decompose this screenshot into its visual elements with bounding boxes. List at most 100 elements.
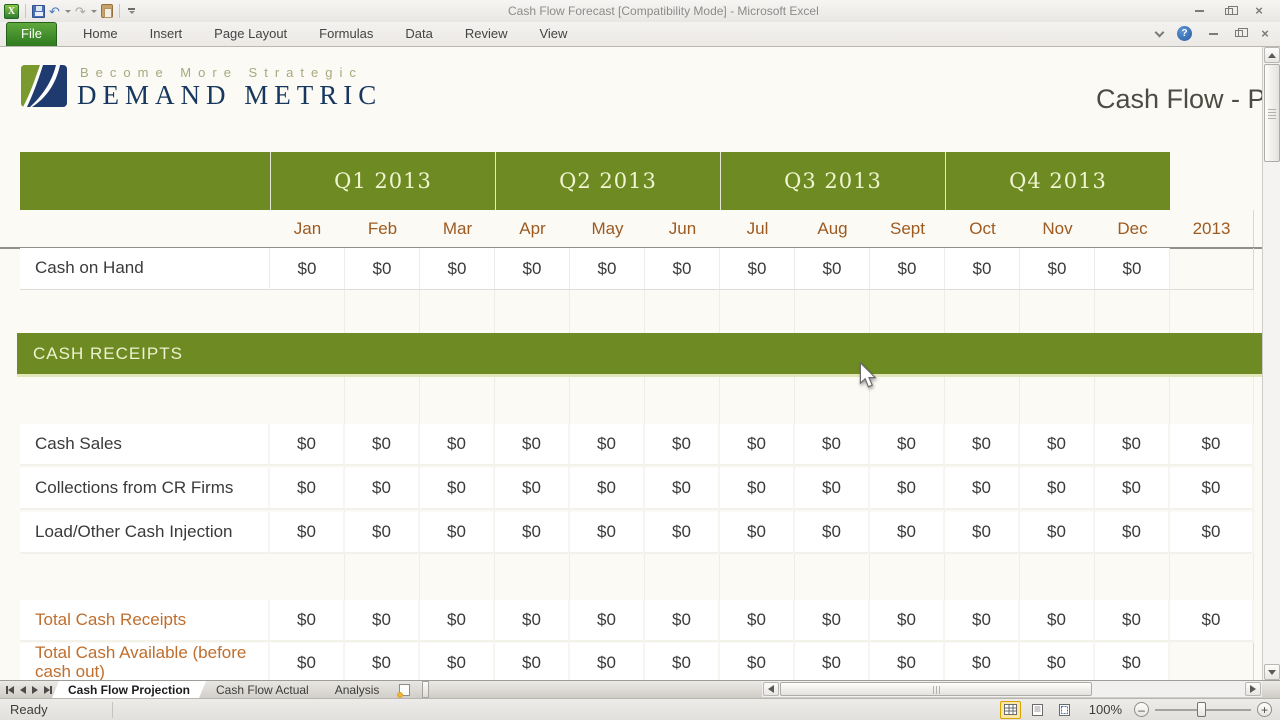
paste-icon[interactable] [100, 4, 113, 18]
normal-view-icon[interactable] [999, 700, 1021, 719]
sheet-tab-cash-flow-actual[interactable]: Cash Flow Actual [200, 681, 325, 698]
ribbon-tab-home[interactable]: Home [82, 26, 118, 41]
sheet-tab-analysis[interactable]: Analysis [319, 681, 396, 698]
scroll-right-icon[interactable] [1245, 682, 1261, 696]
tab-split-handle[interactable] [422, 681, 430, 698]
page-layout-view-icon[interactable] [1027, 701, 1048, 719]
value-cell[interactable]: $0 [645, 643, 720, 680]
annual-value-cell[interactable]: $0 [1170, 424, 1254, 466]
value-cell[interactable]: $0 [1020, 468, 1095, 510]
value-cell[interactable]: $0 [870, 468, 945, 510]
customize-qat-icon[interactable] [127, 8, 135, 14]
value-cell[interactable]: $0 [645, 512, 720, 554]
value-cell[interactable]: $0 [420, 424, 495, 466]
month-header-cell[interactable]: Apr [519, 218, 546, 238]
annual-value-cell[interactable]: $0 [1170, 468, 1254, 510]
month-header-cell[interactable]: Oct [969, 218, 996, 238]
annual-value-cell[interactable]: $0 [1170, 512, 1254, 554]
value-cell[interactable]: $0 [945, 248, 1020, 290]
month-spacer-cell[interactable] [20, 210, 270, 247]
value-cell[interactable]: $0 [1095, 600, 1170, 642]
scroll-down-icon[interactable] [1264, 664, 1280, 680]
month-header-cell[interactable]: Mar [442, 218, 473, 238]
row-label-cell[interactable]: Cash Sales [20, 424, 270, 466]
value-cell[interactable]: $0 [420, 512, 495, 554]
value-cell[interactable]: $0 [1020, 512, 1095, 554]
last-sheet-icon[interactable] [44, 685, 52, 694]
value-cell[interactable]: $0 [345, 512, 420, 554]
value-cell[interactable]: $0 [495, 643, 570, 680]
insert-worksheet-icon[interactable] [399, 684, 410, 696]
next-sheet-icon[interactable] [32, 685, 38, 694]
value-cell[interactable]: $0 [570, 424, 645, 466]
value-cell[interactable]: $0 [270, 512, 345, 554]
value-cell[interactable]: $0 [870, 600, 945, 642]
value-cell[interactable]: $0 [645, 600, 720, 642]
quarter-spacer-cell[interactable] [20, 152, 270, 210]
annual-value-cell[interactable] [1170, 643, 1254, 680]
value-cell[interactable]: $0 [1095, 424, 1170, 466]
value-cell[interactable]: $0 [345, 643, 420, 680]
redo-dropdown-icon[interactable] [90, 9, 97, 13]
value-cell[interactable]: $0 [570, 643, 645, 680]
value-cell[interactable]: $0 [495, 468, 570, 510]
value-cell[interactable]: $0 [720, 512, 795, 554]
value-cell[interactable]: $0 [720, 424, 795, 466]
first-sheet-icon[interactable] [6, 685, 14, 694]
zoom-in-icon[interactable]: + [1257, 702, 1272, 717]
ribbon-tab-insert[interactable]: Insert [149, 26, 183, 41]
month-header-cell[interactable]: Jan [293, 218, 322, 238]
value-cell[interactable]: $0 [870, 424, 945, 466]
value-cell[interactable]: $0 [720, 643, 795, 680]
value-cell[interactable]: $0 [570, 248, 645, 290]
value-cell[interactable]: $0 [870, 643, 945, 680]
quarter-header-cell[interactable]: Q2 2013 [495, 152, 720, 210]
ribbon-tab-review[interactable]: Review [464, 26, 508, 41]
undo-icon[interactable]: ↶ [49, 3, 60, 19]
horizontal-scrollbar[interactable] [762, 681, 1262, 697]
value-cell[interactable]: $0 [870, 248, 945, 290]
value-cell[interactable]: $0 [795, 248, 870, 290]
value-cell[interactable]: $0 [945, 643, 1020, 680]
row-label-cell[interactable]: Collections from CR Firms [20, 468, 270, 510]
vertical-scrollbar[interactable] [1262, 47, 1280, 680]
scroll-left-icon[interactable] [763, 682, 779, 696]
value-cell[interactable]: $0 [270, 424, 345, 466]
value-cell[interactable]: $0 [645, 248, 720, 290]
value-cell[interactable]: $0 [795, 643, 870, 680]
value-cell[interactable]: $0 [795, 600, 870, 642]
month-header-cell[interactable]: Jun [668, 218, 697, 238]
quarter-header-cell[interactable]: Q3 2013 [720, 152, 945, 210]
sheet-tab-cash-flow-projection[interactable]: Cash Flow Projection [52, 681, 206, 698]
value-cell[interactable]: $0 [495, 424, 570, 466]
value-cell[interactable]: $0 [1020, 248, 1095, 290]
undo-dropdown-icon[interactable] [64, 9, 71, 13]
annual-value-cell[interactable] [1170, 248, 1254, 290]
month-header-cell[interactable]: Jul [746, 218, 769, 238]
value-cell[interactable]: $0 [1095, 248, 1170, 290]
row-label-cell[interactable]: Cash on Hand [20, 248, 270, 290]
excel-icon[interactable]: X [4, 3, 19, 19]
row-label-cell[interactable]: Total Cash Available (before cash out) [20, 643, 270, 680]
value-cell[interactable]: $0 [420, 248, 495, 290]
value-cell[interactable]: $0 [720, 468, 795, 510]
month-header-cell[interactable]: Feb [367, 218, 398, 238]
value-cell[interactable]: $0 [1095, 468, 1170, 510]
zoom-slider[interactable] [1155, 702, 1251, 717]
save-icon[interactable] [32, 4, 45, 18]
vertical-scrollbar-thumb[interactable] [1264, 64, 1280, 162]
value-cell[interactable]: $0 [495, 512, 570, 554]
value-cell[interactable]: $0 [720, 600, 795, 642]
value-cell[interactable]: $0 [420, 643, 495, 680]
annual-header-cell[interactable]: 2013 [1170, 210, 1254, 247]
horizontal-scrollbar-thumb[interactable] [780, 682, 1092, 696]
value-cell[interactable]: $0 [795, 512, 870, 554]
value-cell[interactable]: $0 [1020, 424, 1095, 466]
ribbon-tab-formulas[interactable]: Formulas [319, 26, 374, 41]
workbook-restore-icon[interactable] [1232, 28, 1248, 40]
annual-value-cell[interactable]: $0 [1170, 600, 1254, 642]
value-cell[interactable]: $0 [945, 424, 1020, 466]
redo-icon[interactable]: ↷ [74, 3, 86, 19]
value-cell[interactable]: $0 [945, 512, 1020, 554]
value-cell[interactable]: $0 [645, 424, 720, 466]
